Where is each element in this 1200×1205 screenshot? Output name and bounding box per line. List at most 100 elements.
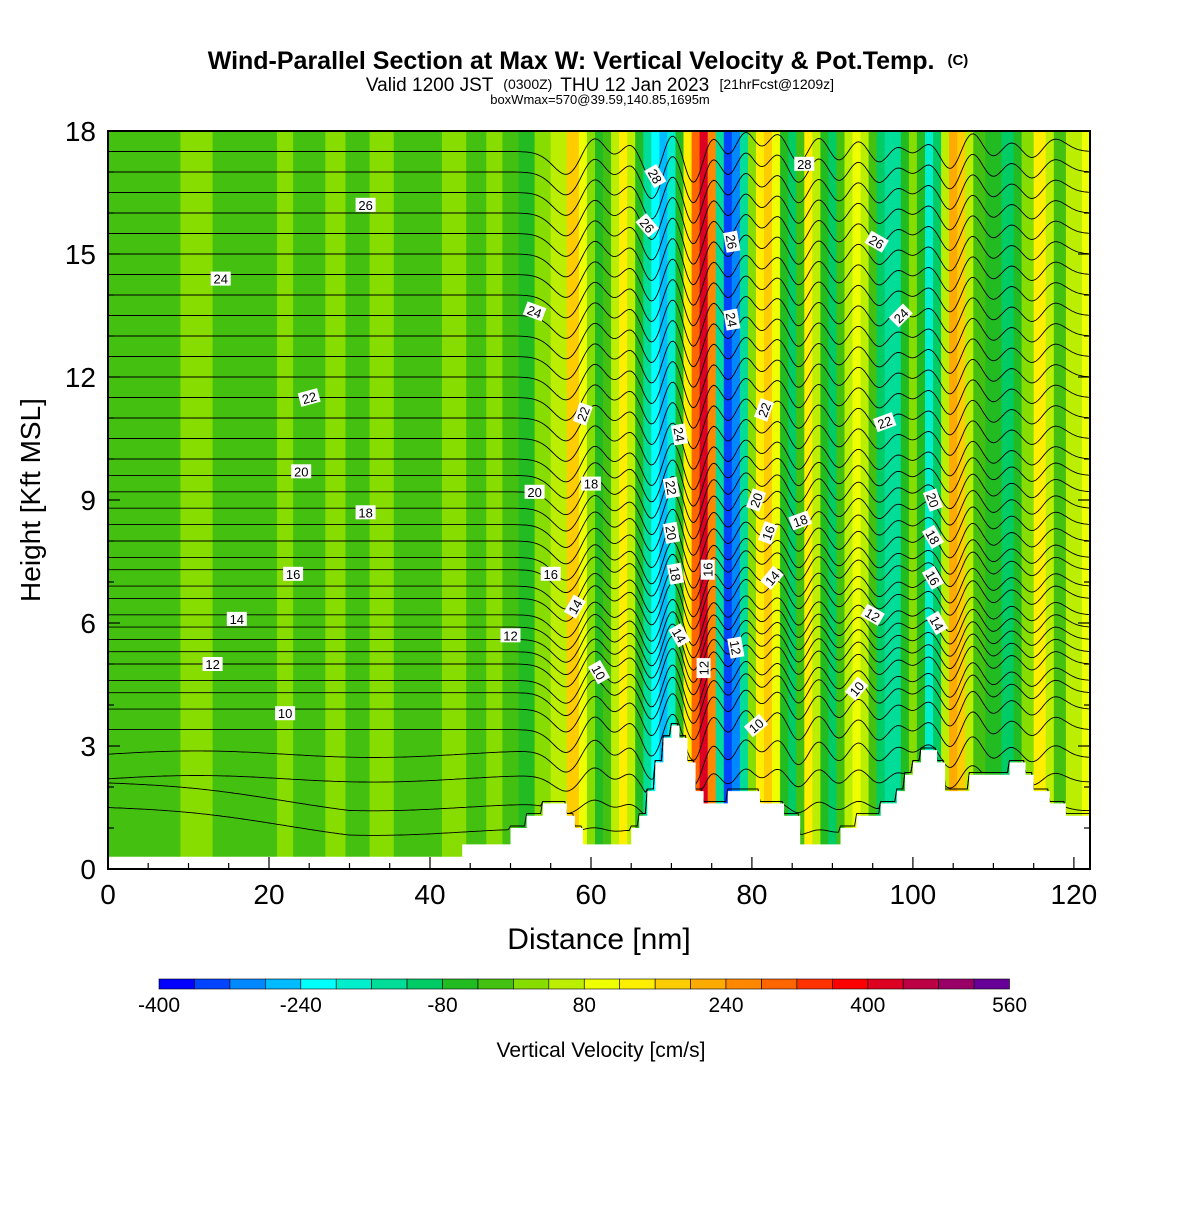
w-band — [876, 131, 886, 869]
w-band — [442, 131, 467, 869]
contour-label: 18 — [666, 562, 685, 585]
contour-label-box — [860, 603, 885, 626]
chart-title-mark: (C) — [947, 52, 968, 69]
contour-label-text: 16 — [701, 562, 716, 576]
y-tick-label: 9 — [80, 485, 96, 516]
contour-label-text: 26 — [358, 198, 372, 213]
chart-title-main: Wind-Parallel Section at Max W: Vertical… — [208, 47, 935, 75]
w-band — [417, 131, 443, 869]
w-band — [160, 131, 181, 869]
plot-area: 24 26 22 20 18 16 14 12 10 24 20 16 12 22 18 14 10 28 26 24… — [108, 131, 1090, 869]
colorbar-swatch — [194, 978, 231, 990]
x-tick-label: 40 — [414, 879, 445, 910]
contour-label-box — [723, 308, 741, 331]
w-band — [884, 131, 894, 869]
contour-label: 28 — [644, 163, 667, 189]
isentrope-line — [108, 619, 1090, 671]
x-tick-label: 20 — [253, 879, 284, 910]
contour-label-box — [291, 464, 312, 479]
contour-label: 18 — [581, 476, 601, 492]
w-band — [868, 131, 878, 869]
w-band — [892, 131, 902, 869]
contour-label-box — [696, 658, 711, 679]
contour-label-text: 22 — [755, 401, 774, 420]
colorbar-swatch — [300, 978, 337, 990]
w-band — [466, 131, 487, 869]
contour-label: 14 — [760, 565, 784, 591]
colorbar-swatch — [938, 978, 975, 990]
contour-label: 22 — [872, 412, 897, 433]
contour-label: 16 — [540, 566, 561, 582]
contour-label: 20 — [662, 521, 681, 544]
colorbar-swatch — [725, 978, 762, 990]
isentrope-line — [108, 214, 1090, 265]
colorbar-ticks: -400 -240 -80 80 240 400 560 — [138, 994, 1027, 1017]
w-band — [804, 131, 813, 869]
contour-label-box — [662, 521, 681, 544]
contour-label-box — [210, 271, 231, 286]
contour-label-text: 14 — [565, 597, 585, 617]
contour-label-text: 18 — [922, 527, 942, 547]
isentrope-line — [108, 193, 1090, 245]
w-band — [256, 131, 278, 869]
contour-label: 20 — [291, 464, 312, 479]
contour-label-box — [202, 657, 223, 671]
w-band — [683, 131, 693, 869]
contour-label: 12 — [696, 658, 712, 679]
w-band — [1021, 131, 1035, 869]
contour-label-box — [666, 562, 685, 585]
terrain-layer — [108, 725, 1090, 869]
w-band — [293, 131, 310, 869]
x-axis-label: Distance [nm] — [507, 923, 690, 956]
contour-label-box — [644, 163, 667, 189]
contour-label: 12 — [860, 603, 885, 626]
w-band — [691, 131, 701, 869]
contour-label-text: 24 — [670, 426, 687, 443]
w-band — [550, 131, 568, 869]
contour-label-box — [921, 524, 945, 550]
w-band — [957, 131, 966, 869]
contour-label: 14 — [563, 594, 586, 619]
contour-label-text: 18 — [358, 505, 372, 520]
w-band — [731, 131, 741, 869]
w-band — [852, 131, 862, 869]
contour-label-box — [754, 398, 774, 422]
y-axis: 0 3 6 9 12 15 18 — [65, 116, 1090, 885]
colorbar-swatch — [477, 978, 514, 990]
w-band — [393, 131, 419, 869]
contour-label: 24 — [210, 271, 231, 287]
contour-label-text: 20 — [923, 491, 942, 510]
w-band — [325, 131, 346, 869]
w-band — [1053, 131, 1067, 869]
w-band — [949, 131, 958, 869]
contour-label-text: 20 — [747, 491, 766, 510]
contour-label: 16 — [283, 566, 304, 582]
colorbar-tick-label: -240 — [280, 994, 322, 1017]
contour-label-box — [746, 488, 766, 512]
colorbar-swatch — [371, 978, 408, 990]
contour-label-text: 12 — [862, 605, 882, 625]
contour-label: 16 — [921, 565, 945, 591]
contour-label: 20 — [923, 488, 943, 512]
contour-label: 26 — [355, 197, 376, 213]
x-tick-label: 100 — [890, 879, 937, 910]
contour-label: 22 — [572, 402, 593, 426]
contour-label-text: 26 — [866, 232, 886, 252]
w-band — [764, 131, 773, 869]
w-band — [908, 131, 918, 869]
isentrope-line — [108, 537, 1090, 589]
isentrope-line — [108, 357, 1090, 409]
contour-label-box — [727, 636, 745, 659]
y-tick-label: 18 — [65, 116, 96, 147]
isentrope-line — [108, 152, 1090, 204]
contour-label: 20 — [524, 484, 545, 500]
contour-label-text: 16 — [543, 567, 557, 582]
isentrope-line — [108, 419, 1090, 470]
contour-label-text: 14 — [230, 612, 244, 627]
contour-labels: 24 26 22 20 18 16 14 12 10 24 20 16 12 22 18 14 10 28 26 24… — [202, 156, 949, 738]
contour-label-box — [670, 423, 689, 446]
contour-label: 18 — [921, 524, 945, 550]
w-band — [277, 131, 294, 869]
contour-label-box — [864, 230, 889, 253]
contour-label-text: 10 — [278, 706, 292, 721]
